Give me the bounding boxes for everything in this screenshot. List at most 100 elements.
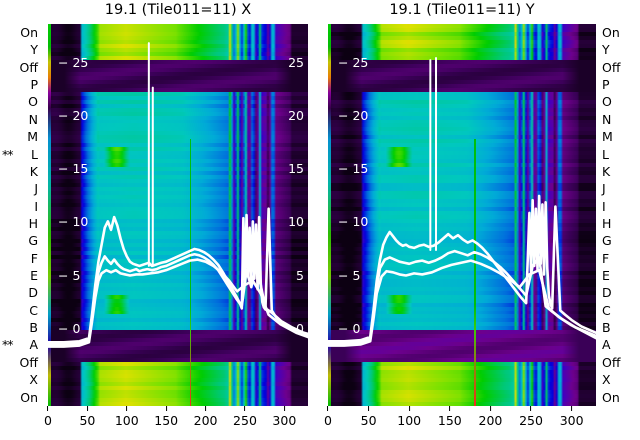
- category-label-right-4: O: [596, 93, 640, 110]
- category-label-left-1: Y: [0, 41, 44, 58]
- category-label-text: K: [29, 163, 38, 179]
- category-label-left-2: Off: [0, 59, 44, 76]
- x-tick-mark: [489, 406, 491, 411]
- category-label-right-20: X: [596, 371, 640, 388]
- heatmap-row: [48, 35, 308, 41]
- heatmap-row: [328, 238, 596, 244]
- heatmap-row: [328, 135, 596, 140]
- category-label-left-6: M: [0, 128, 44, 145]
- x-tick-mark: [47, 406, 49, 411]
- x-tick-label: 0: [324, 413, 332, 428]
- heatmap-row: [328, 294, 596, 300]
- heatmap-row: [328, 290, 596, 296]
- vertical-marker-line: [474, 138, 476, 406]
- heatmap-row: [48, 270, 308, 276]
- heatmap-row: [328, 254, 596, 260]
- heatmap-row: [48, 226, 308, 232]
- heatmap-row: [328, 266, 596, 272]
- heatmap-row: [48, 187, 308, 192]
- trace-line: [328, 249, 596, 345]
- heatmap-row: [328, 159, 596, 164]
- category-label-text: F: [602, 250, 610, 266]
- heatmap-row: [48, 47, 308, 53]
- x-tick-label: 50: [360, 413, 377, 428]
- category-label-text: P: [602, 77, 610, 93]
- x-tick-label: 300: [559, 413, 584, 428]
- category-axis-right: On Y Off P O N M L K J I H G F E D C B A Off X On: [596, 24, 640, 406]
- heatmap-row: [48, 199, 308, 204]
- heatmap-panel-y[interactable]: − 0 − 5 − 10 − 15 − 20 − 25: [328, 24, 596, 406]
- heatmap-row: [48, 24, 308, 29]
- heatmap-row: [48, 362, 308, 367]
- category-label-text: B: [29, 320, 38, 336]
- heatmap-row: [48, 99, 308, 105]
- heatmap-row: [328, 67, 596, 73]
- heatmap-row: [328, 79, 596, 85]
- category-label-right-10: I: [596, 198, 640, 215]
- heatmap-row: [328, 199, 596, 204]
- category-label-text: On: [602, 25, 620, 40]
- trace-line: [48, 207, 308, 344]
- heatmap-row: [328, 35, 596, 41]
- heatmap-row: [48, 155, 308, 160]
- heatmap-row: [328, 83, 596, 89]
- category-label-left-19: Off: [0, 354, 44, 371]
- heatmap-row: [48, 139, 308, 144]
- x-tick-mark: [205, 406, 207, 411]
- heatmap-row: [48, 398, 308, 403]
- heatmap-row: [328, 314, 596, 320]
- category-label-right-6: M: [596, 128, 640, 145]
- heatmap-row: [48, 374, 308, 379]
- category-label-left-15: D: [0, 284, 44, 301]
- trace-line: [328, 259, 596, 347]
- category-label-left-18: ** A: [0, 336, 44, 353]
- heatmap-row: [328, 274, 596, 280]
- heatmap-row: [328, 75, 596, 81]
- category-label-right-19: Off: [596, 354, 640, 371]
- heatmap-row: [328, 310, 596, 316]
- vertical-marker-line: [189, 138, 192, 406]
- category-label-text: J: [602, 181, 606, 197]
- category-label-text: O: [28, 94, 38, 110]
- heatmap-row: [48, 43, 308, 49]
- category-label-left-9: J: [0, 180, 44, 197]
- heatmap-row: [328, 354, 596, 359]
- heatmap-row: [48, 246, 308, 252]
- heatmap-row: [48, 370, 308, 375]
- x-tick: 50: [361, 406, 377, 428]
- x-tick-mark: [165, 406, 167, 411]
- heatmap-row: [48, 143, 308, 148]
- category-label-left-3: P: [0, 76, 44, 93]
- category-label-text: Off: [19, 59, 38, 75]
- category-label-text: Off: [602, 354, 621, 370]
- heatmap-row: [328, 298, 596, 304]
- category-label-text: D: [28, 285, 38, 301]
- y-tick-label-mirror: 15: [288, 161, 304, 177]
- heatmap-row: [328, 222, 596, 228]
- heatmap-row: [48, 195, 308, 200]
- heatmap-row: [48, 294, 308, 300]
- heatmap-row: [328, 278, 596, 284]
- category-label-left-5: N: [0, 111, 44, 128]
- category-label-text: Y: [602, 42, 610, 58]
- heatmap-panel-x[interactable]: − 0 0 − 5 5 − 10 10 − 15 15 − 20 20 − 25 25: [48, 24, 308, 406]
- heatmap-row: [328, 226, 596, 232]
- category-label-text: C: [602, 302, 611, 318]
- category-label-text: On: [20, 389, 38, 405]
- x-tick-label: 250: [519, 413, 543, 428]
- heatmap-row: [328, 362, 596, 367]
- heatmap-row: [48, 207, 308, 212]
- heatmap-row: [328, 195, 596, 200]
- heatmap-row: [48, 87, 308, 93]
- category-label-right-16: C: [596, 302, 640, 319]
- x-tick-mark: [449, 406, 451, 411]
- y-tick-label: − 20: [58, 108, 89, 124]
- category-label-text: N: [28, 111, 38, 127]
- heatmap-row: [48, 91, 308, 97]
- heatmap-row: [48, 334, 308, 339]
- category-label-right-8: K: [596, 163, 640, 180]
- category-label-right-1: Y: [596, 41, 640, 58]
- trace-overlay-x: [48, 42, 308, 348]
- flag-marker: **: [2, 337, 13, 353]
- heatmap-row: [328, 262, 596, 268]
